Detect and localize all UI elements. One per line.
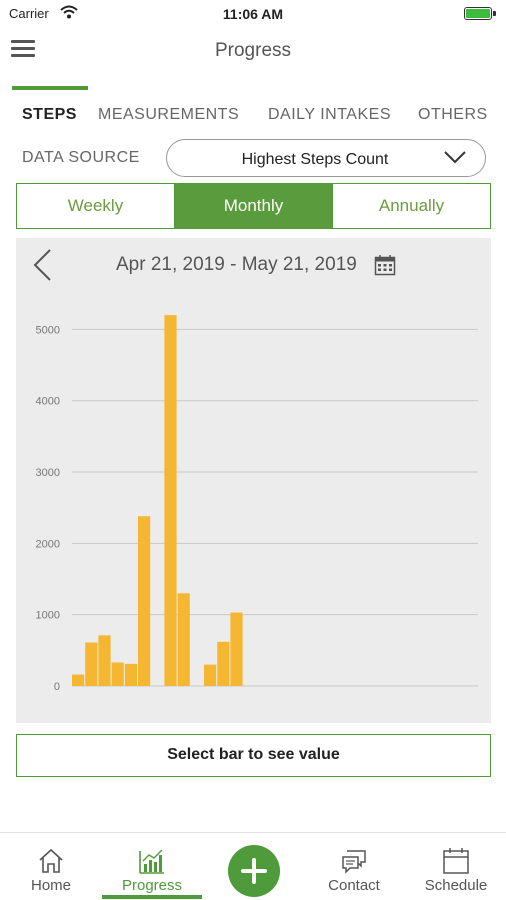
tab-contact[interactable]: Contact [312,833,396,900]
active-tab-indicator [12,86,88,90]
bar-day-13[interactable] [230,612,243,686]
carrier-label: Carrier [9,6,49,21]
tab-others[interactable]: OTHERS [418,106,488,123]
battery-icon [464,7,496,20]
period-annually[interactable]: Annually [378,196,445,215]
wifi-icon [60,5,78,19]
bar-day-4[interactable] [111,662,124,686]
schedule-calendar-icon [443,848,469,874]
y-tick-label: 3000 [36,467,60,479]
selected-bar-value-box: Select bar to see value [16,734,491,777]
tab-progress-label: Progress [121,877,183,894]
tab-home-label: Home [30,877,71,894]
y-tick-label: 2000 [36,538,60,550]
data-source-dropdown[interactable]: Highest Steps Count [166,139,486,177]
tab-daily-intakes[interactable]: DAILY INTAKES [268,106,391,123]
y-tick-label: 0 [54,681,60,693]
chevron-down-icon [444,151,466,164]
status-bar: Carrier 11:06 AM [0,0,506,28]
bar-day-8[interactable] [164,315,177,686]
calendar-icon[interactable] [374,254,396,276]
nav-bar: Progress [0,28,506,72]
category-tabs: STEPS MEASUREMENTS DAILY INTAKES OTHERS [0,86,506,126]
period-monthly[interactable]: Monthly [175,184,333,228]
add-button[interactable] [228,845,280,897]
bar-day-6[interactable] [138,516,151,686]
bar-day-1[interactable] [72,674,85,686]
tab-schedule[interactable]: Schedule [412,833,500,900]
tab-progress[interactable]: Progress [102,833,202,900]
chat-bubbles-icon [342,850,366,874]
y-tick-label: 1000 [36,610,60,622]
y-tick-label: 5000 [36,324,60,336]
bar-day-5[interactable] [124,663,137,686]
chart-panel: Apr 21, 2019 - May 21, 2019 0 1000 2000 300… [16,238,491,723]
bar-day-2[interactable] [85,642,98,686]
period-weekly[interactable]: Weekly [17,184,175,228]
tab-home[interactable]: Home [10,833,92,900]
home-icon [39,848,63,873]
hamburger-menu-icon[interactable] [11,40,35,58]
steps-bar-chart: 0 1000 2000 3000 4000 5000 [36,315,478,693]
bottom-tab-bar: Home Progress Contact [0,832,506,900]
period-selector: Weekly Monthly Annually [16,183,491,229]
tab-measurements[interactable]: MEASUREMENTS [98,106,240,123]
status-time: 11:06 AM [222,6,284,22]
bar-day-3[interactable] [98,635,111,686]
bar-day-12[interactable] [217,641,230,686]
bar-chart-icon [139,849,164,874]
data-source-value: Highest Steps Count [241,151,389,168]
page-title: Progress [214,40,292,61]
y-tick-label: 4000 [36,396,60,408]
chevron-left-icon[interactable] [30,248,54,282]
bar-day-11[interactable] [204,664,217,686]
bar-day-9[interactable] [177,593,190,686]
active-tab-underline [102,895,202,899]
date-range-label: Apr 21, 2019 - May 21, 2019 [116,254,357,275]
tab-steps[interactable]: STEPS [22,106,77,123]
tab-schedule-label: Schedule [424,877,488,894]
select-bar-hint: Select bar to see value [167,746,340,763]
data-source-label: DATA SOURCE [22,149,140,166]
tab-contact-label: Contact [328,877,380,894]
